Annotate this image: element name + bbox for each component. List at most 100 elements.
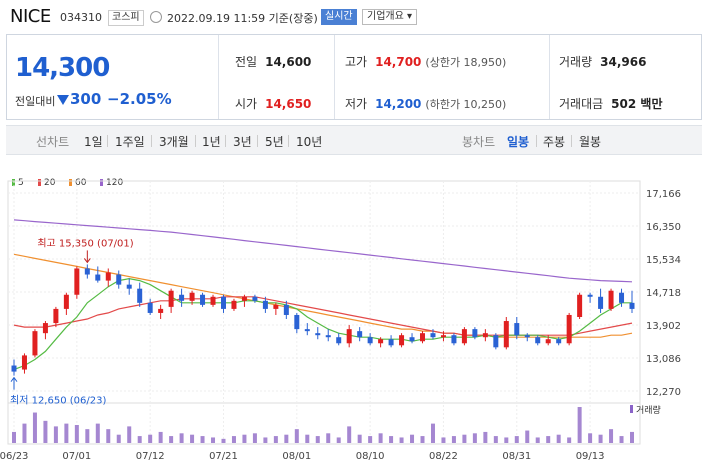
volume-bar — [556, 434, 561, 443]
candle-body — [231, 300, 237, 309]
candle-body — [116, 274, 122, 285]
legend-swatch — [69, 179, 72, 186]
ma120-line — [13, 219, 633, 283]
change-label: 전일대비 — [15, 95, 56, 108]
candle-body — [325, 335, 331, 338]
x-tick-label: 08/22 — [429, 451, 458, 462]
tab-daily[interactable]: 일봉 — [507, 135, 530, 149]
volume-bar — [326, 433, 331, 443]
candle-body — [84, 268, 90, 275]
legend-swatch — [38, 179, 41, 186]
market-badge: 코스피 — [108, 10, 144, 26]
volume-bar — [32, 412, 37, 443]
volume-bar — [221, 438, 226, 443]
x-tick-label: 06/23 — [0, 451, 28, 462]
tab-1w[interactable]: 1주일 — [115, 135, 145, 149]
volume-bar — [357, 434, 362, 443]
tab-5y[interactable]: 5년 — [265, 135, 284, 149]
volume-bar — [598, 434, 603, 443]
tab-3y[interactable]: 3년 — [233, 135, 252, 149]
price-change: 300 — [70, 90, 102, 108]
candle-body — [252, 296, 258, 301]
x-tick-label: 08/31 — [502, 451, 531, 462]
stock-header: NICE 034310 코스피 2022.09.19 11:59 기준(장중) … — [0, 0, 702, 34]
candle-body — [189, 292, 195, 301]
volume-bar — [347, 426, 352, 443]
legend-ma120: 120 — [100, 178, 123, 188]
candle-chart-label: 봉차트 — [462, 135, 496, 149]
candle-body — [283, 304, 289, 315]
quote-time: 2022.09.19 11:59 기준(장중) — [167, 12, 318, 25]
x-tick-label: 08/10 — [356, 451, 385, 462]
volume-bar — [64, 423, 69, 443]
tab-1y[interactable]: 1년 — [202, 135, 221, 149]
low-annotation: 최저 12,650 (06/23) — [10, 395, 106, 407]
y-tick-label: 13,086 — [646, 354, 681, 365]
realtime-button[interactable]: 실시간 — [321, 9, 357, 25]
volume-bar — [368, 436, 373, 443]
volume-bar — [200, 436, 205, 443]
y-tick-label: 16,350 — [646, 222, 681, 233]
tab-3m[interactable]: 3개월 — [159, 135, 189, 149]
candlestick-chart[interactable]: 17,166 16,350 15,534 14,718 13,902 13,086 12,2… — [0, 160, 702, 466]
volume-bar — [305, 434, 310, 443]
candle-body — [378, 339, 384, 344]
x-tick-label: 07/21 — [209, 451, 238, 462]
tab-monthly[interactable]: 월봉 — [579, 135, 602, 149]
x-tick-label: 08/01 — [282, 451, 311, 462]
candle-body — [262, 300, 268, 309]
volume-bar — [53, 426, 58, 443]
candle-body — [32, 331, 38, 356]
candle-body — [42, 323, 48, 334]
ma5-line — [13, 277, 632, 371]
tab-weekly[interactable]: 주봉 — [543, 135, 566, 149]
volume-bar — [410, 434, 415, 443]
volume-bar — [231, 436, 236, 443]
candle-body — [126, 284, 132, 289]
y-tick-label: 15,534 — [646, 255, 681, 266]
low-arrow-head — [10, 376, 18, 382]
candle-body — [608, 290, 614, 309]
volume-frame — [7, 402, 641, 445]
candle-body — [556, 339, 562, 344]
volume-bar — [179, 433, 184, 443]
volume-bar — [43, 420, 48, 443]
candle-body — [598, 296, 604, 309]
candle-body — [105, 272, 111, 281]
trade-amount: 거래대금 502 백만 — [559, 97, 663, 111]
candle-body — [273, 304, 279, 309]
candle-body — [220, 296, 226, 309]
tab-10y[interactable]: 10년 — [296, 135, 323, 149]
volume-bar — [546, 436, 551, 443]
candle-body — [399, 335, 405, 346]
high-price: 고가 14,700 (상한가 18,950) — [345, 55, 507, 69]
candle-body — [409, 337, 415, 342]
candle-body — [535, 337, 541, 344]
volume-bar — [106, 429, 111, 443]
x-tick-label: 07/12 — [136, 451, 165, 462]
volume-bar — [263, 437, 268, 443]
tab-1d[interactable]: 1일 — [84, 135, 103, 149]
company-info-dropdown[interactable]: 기업개요 ▾ — [362, 9, 417, 25]
candle-body — [210, 296, 216, 305]
candle-body — [21, 355, 27, 370]
volume-bar — [242, 434, 247, 443]
candle-body — [95, 274, 101, 281]
candle-body — [53, 308, 59, 324]
volume-bar — [535, 437, 540, 443]
trade-volume: 거래량 34,966 — [559, 55, 647, 69]
candle-body — [524, 335, 530, 338]
volume-bar — [588, 433, 593, 443]
legend-ma20: 20 — [38, 178, 55, 188]
low-price: 저가 14,200 (하한가 10,250) — [345, 97, 507, 111]
volume-bar — [399, 437, 404, 443]
candle-body — [388, 339, 394, 346]
volume-bar — [12, 431, 16, 443]
volume-bar — [619, 436, 624, 443]
volume-bar — [169, 436, 174, 443]
clock-icon — [150, 11, 162, 23]
volume-bar — [567, 437, 572, 443]
volume-bar — [336, 437, 341, 443]
y-tick-label: 12,270 — [646, 387, 681, 398]
volume-bar — [158, 431, 163, 443]
